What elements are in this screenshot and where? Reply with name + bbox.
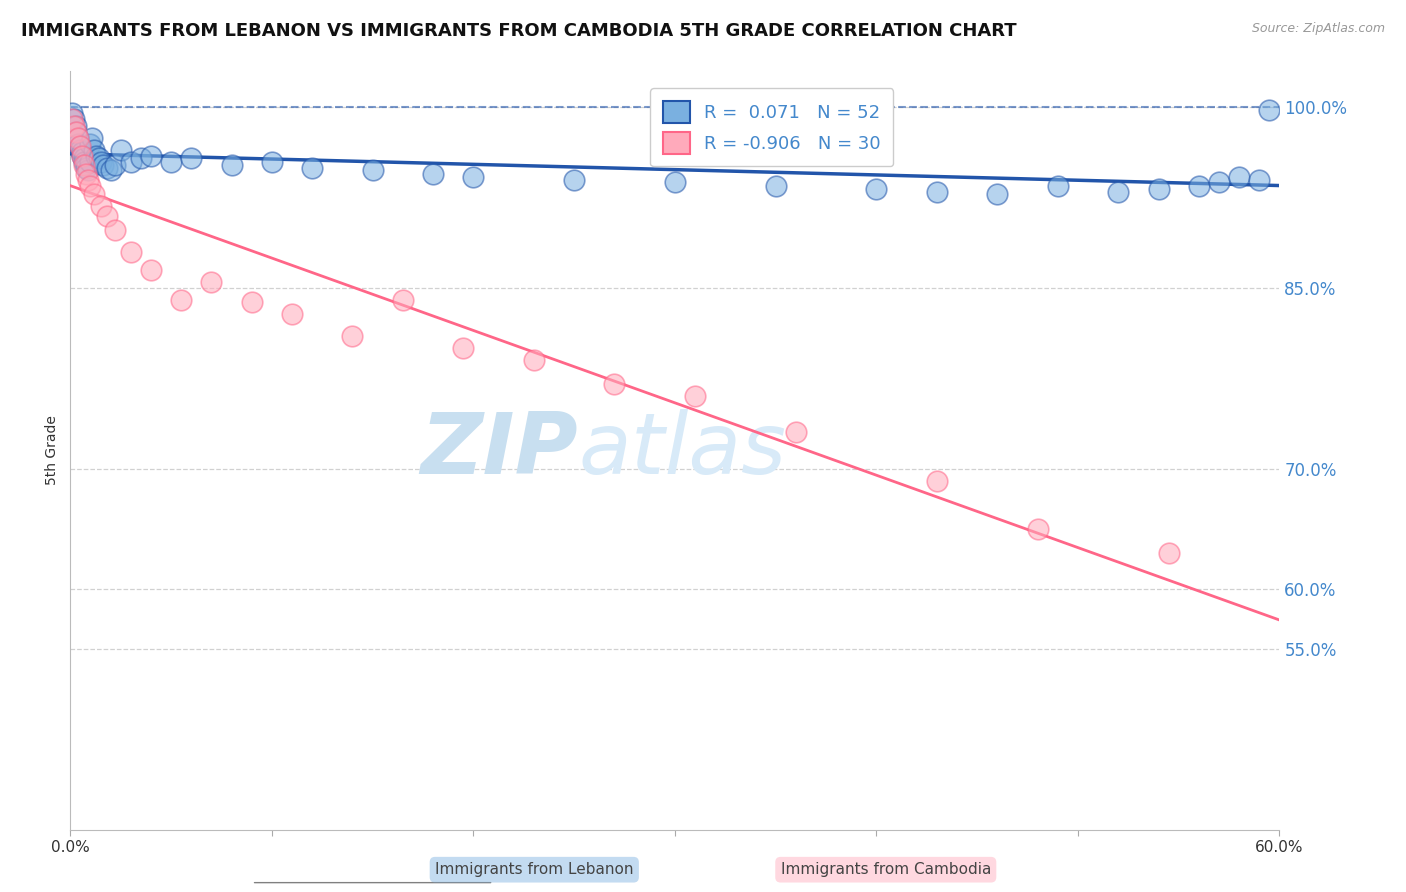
Point [82,130,104,145]
Point [65,124,87,138]
Point [180,151,202,165]
Point [200,275,222,289]
Point [65,124,87,138]
Legend: R =  0.071   N = 52, R = -0.906   N = 30: R = 0.071 N = 52, R = -0.906 N = 30 [650,88,893,166]
Text: atlas: atlas [578,409,786,492]
Point [83,143,105,157]
Point [79,136,101,151]
Point [1026,522,1049,536]
Point [69,139,91,153]
Point [170,293,193,307]
Point [77,163,100,178]
Text: IMMIGRANTS FROM LEBANON VS IMMIGRANTS FROM CAMBODIA 5TH GRADE CORRELATION CHART: IMMIGRANTS FROM LEBANON VS IMMIGRANTS FR… [21,22,1017,40]
Point [60,106,83,120]
Point [281,308,304,322]
Point [73,158,96,172]
Point [96,161,118,175]
Point [65,119,87,133]
Y-axis label: 5th Grade: 5th Grade [45,416,59,485]
Point [100,163,122,178]
Point [562,172,585,186]
Point [1046,178,1069,193]
Point [240,295,263,310]
Point [1157,546,1180,560]
Point [104,223,127,237]
Point [925,185,948,199]
Point [392,293,415,307]
Point [72,148,94,162]
Point [221,158,243,172]
Point [523,353,546,368]
Point [422,167,444,181]
Point [463,170,485,185]
Point [765,178,787,193]
Point [129,151,152,165]
Point [683,389,706,403]
Point [91,158,114,172]
Point [986,187,1008,202]
Point [104,158,127,172]
Point [75,157,97,171]
Point [87,151,110,165]
Point [75,161,97,175]
Point [139,148,162,162]
Point [69,139,91,153]
Point [120,154,142,169]
Point [67,136,90,151]
Point [96,209,118,223]
Text: Source: ZipAtlas.com: Source: ZipAtlas.com [1251,22,1385,36]
Text: Immigrants from Lebanon: Immigrants from Lebanon [434,863,634,877]
Point [79,154,101,169]
Point [160,154,183,169]
Point [83,187,105,202]
Point [69,143,91,157]
Point [120,244,142,259]
Point [139,263,162,277]
Point [75,167,97,181]
Point [603,377,626,392]
Point [86,148,108,162]
Point [73,151,96,165]
Point [260,154,283,169]
Point [67,130,90,145]
Point [90,154,111,169]
Point [1249,172,1271,186]
Point [1258,103,1281,117]
Point [785,425,807,440]
Point [301,161,323,175]
Point [90,199,111,213]
Point [77,172,100,186]
Point [63,119,86,133]
Point [453,341,475,355]
Point [342,329,364,343]
Point [1107,185,1129,199]
Point [1147,182,1170,196]
Point [72,145,94,159]
Point [925,474,948,488]
Point [63,112,86,127]
Point [664,175,686,189]
Point [73,154,96,169]
Point [60,112,83,127]
Point [1227,170,1250,185]
Point [1188,178,1211,193]
Point [67,130,90,145]
Point [110,143,132,157]
Point [361,163,384,178]
Point [72,148,94,162]
Point [79,178,101,193]
Text: Immigrants from Cambodia: Immigrants from Cambodia [780,863,991,877]
Point [1208,175,1230,189]
Point [865,182,887,196]
Text: ZIP: ZIP [420,409,578,492]
